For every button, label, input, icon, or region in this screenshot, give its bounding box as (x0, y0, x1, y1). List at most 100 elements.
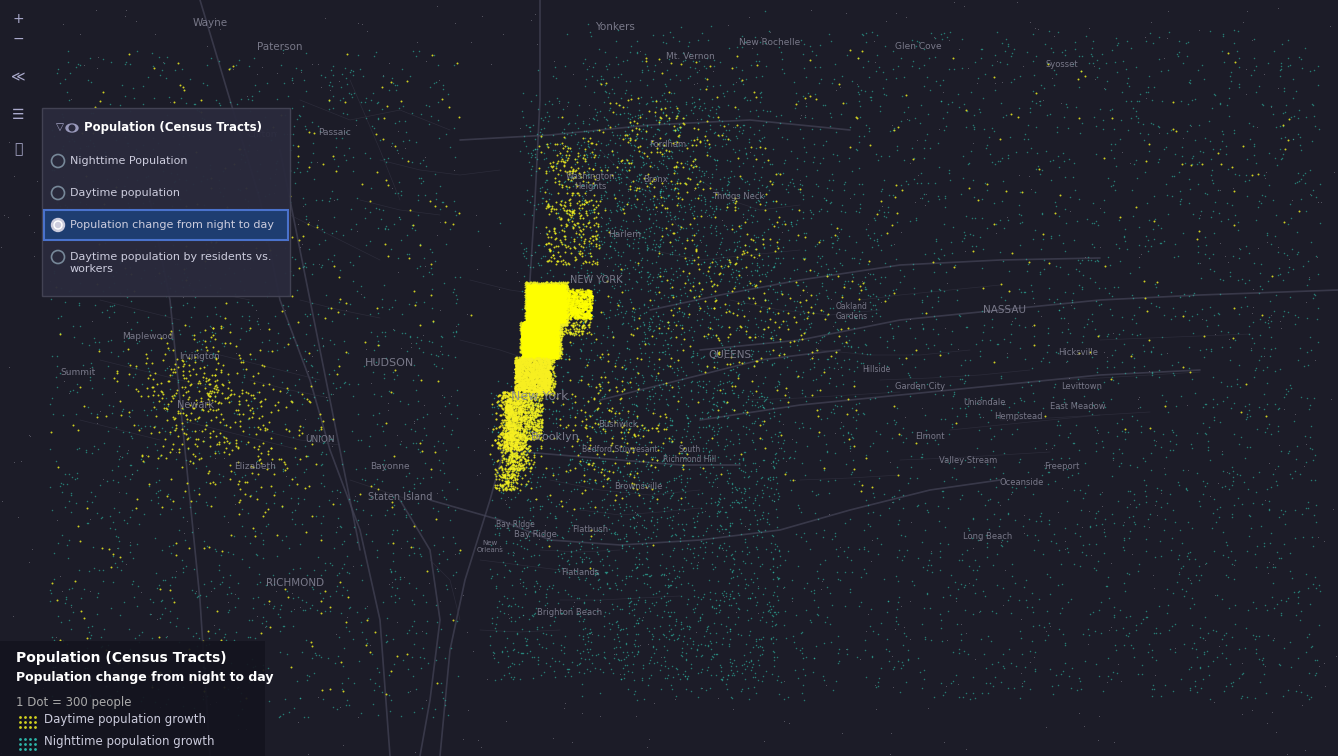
Point (302, 360, 324, 372)
Point (1103, 736, 1124, 748)
Point (543, 311, 565, 323)
Point (1024, 224, 1045, 236)
Point (547, 296, 569, 308)
Point (523, 287, 545, 299)
Point (638, 390, 660, 402)
Point (539, 376, 561, 388)
Point (547, 312, 569, 324)
Point (531, 319, 553, 331)
Point (539, 347, 561, 359)
Point (527, 288, 549, 300)
Point (743, 292, 764, 304)
Point (266, 155, 288, 167)
Point (537, 349, 558, 361)
Point (547, 344, 569, 356)
Point (545, 290, 566, 302)
Point (545, 288, 566, 300)
Point (551, 282, 573, 294)
Point (518, 289, 539, 301)
Point (500, 476, 522, 488)
Point (527, 345, 549, 357)
Point (533, 329, 554, 341)
Point (494, 559, 515, 572)
Point (523, 330, 545, 342)
Point (533, 373, 554, 385)
Point (520, 432, 542, 445)
Point (684, 182, 705, 194)
Point (240, 404, 261, 416)
Point (581, 459, 602, 471)
Point (534, 287, 555, 299)
Point (581, 290, 602, 302)
Point (516, 373, 538, 386)
Point (515, 357, 537, 369)
Text: −: − (12, 32, 24, 46)
Point (534, 324, 555, 336)
Point (533, 361, 554, 373)
Point (240, 631, 261, 643)
Point (768, 242, 789, 254)
Point (550, 303, 571, 315)
Point (565, 307, 586, 319)
Point (581, 285, 602, 297)
Point (542, 404, 563, 417)
Point (1189, 682, 1211, 694)
Point (551, 289, 573, 301)
Point (1006, 423, 1028, 435)
Point (587, 417, 609, 429)
Point (598, 465, 619, 477)
Point (868, 671, 890, 683)
Point (622, 119, 644, 132)
Point (118, 445, 139, 457)
Point (515, 337, 537, 349)
Point (512, 349, 534, 361)
Point (1179, 76, 1200, 88)
Point (523, 328, 545, 340)
Point (529, 349, 550, 361)
Point (514, 429, 535, 441)
Point (557, 280, 578, 292)
Point (543, 354, 565, 366)
Point (50, 213, 71, 225)
Point (531, 324, 553, 336)
Point (530, 310, 551, 322)
Point (541, 296, 562, 308)
Point (700, 218, 721, 231)
Point (502, 434, 523, 446)
Point (761, 178, 783, 190)
Point (515, 349, 537, 361)
Point (524, 347, 546, 359)
Point (547, 326, 569, 338)
Point (1052, 482, 1073, 494)
Point (516, 335, 538, 347)
Point (495, 466, 516, 478)
Point (527, 367, 549, 380)
Point (1008, 406, 1029, 418)
Point (646, 123, 668, 135)
Point (510, 324, 531, 336)
Point (506, 443, 527, 455)
Point (531, 311, 553, 324)
Point (1305, 667, 1326, 679)
Point (494, 431, 515, 443)
Point (518, 296, 539, 308)
Point (633, 335, 654, 347)
Point (535, 338, 557, 350)
Point (308, 308, 329, 320)
Point (542, 345, 563, 358)
Point (546, 320, 567, 332)
Point (550, 337, 571, 349)
Point (329, 360, 351, 372)
Point (1119, 627, 1140, 639)
Point (190, 392, 211, 404)
Point (646, 367, 668, 380)
Point (694, 378, 716, 390)
Point (672, 265, 693, 277)
Point (508, 407, 530, 419)
Point (1086, 555, 1108, 567)
Point (539, 293, 561, 305)
Point (539, 321, 561, 333)
Point (625, 598, 646, 610)
Point (542, 301, 563, 313)
Point (709, 101, 731, 113)
